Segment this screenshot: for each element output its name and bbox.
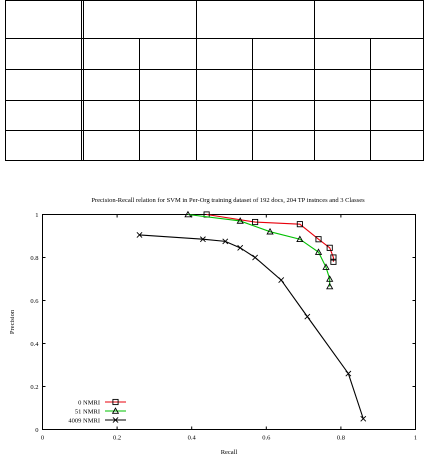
- x-marker: [222, 238, 229, 245]
- x-marker: [304, 313, 311, 320]
- x-tick-label: 1: [414, 435, 417, 442]
- results-table: [5, 0, 424, 161]
- y-axis-title: Precision: [9, 309, 16, 334]
- square-marker: [326, 244, 333, 251]
- triangle-marker: [296, 235, 304, 242]
- x-marker: [136, 232, 143, 238]
- square-marker: [252, 218, 259, 226]
- triangle-marker: [236, 217, 244, 224]
- legend-label: 51 NMRI: [75, 409, 100, 416]
- series-2: [136, 232, 367, 422]
- plot-frame: [42, 214, 416, 430]
- y-tick-label: 1: [35, 212, 38, 219]
- legend: 0 NMRI 51 NMRI 4009 NMRI: [68, 398, 126, 425]
- y-tick-label: 0.8: [30, 255, 38, 262]
- legend-label: 0 NMRI: [78, 400, 100, 407]
- y-tick-label: 0.6: [30, 298, 39, 305]
- triangle-marker: [111, 407, 120, 414]
- series-line: [187, 213, 331, 287]
- x-tick-label: 0.6: [262, 435, 271, 442]
- x-marker: [278, 277, 285, 283]
- x-marker: [360, 415, 367, 422]
- x-axis-title: Recall: [221, 449, 238, 456]
- x-marker: [112, 417, 119, 423]
- triangle-marker: [326, 275, 334, 282]
- y-tick-label: 0: [35, 427, 38, 434]
- x-tick-label: 0: [41, 435, 44, 442]
- chart-title: Precision-Recall relation for SVM in Per…: [91, 197, 365, 204]
- triangle-marker: [266, 227, 274, 235]
- square-marker: [330, 254, 337, 261]
- series-line: [139, 234, 364, 419]
- triangle-marker: [326, 282, 334, 290]
- y-tick-label: 0.2: [30, 384, 38, 391]
- x-marker: [199, 236, 206, 243]
- series-line: [206, 213, 334, 262]
- x-tick-label: 0.8: [337, 435, 345, 442]
- square-marker: [315, 236, 322, 243]
- axis-ticks: 0 0.2 0.4 0.6 0.8 1 0 0.2 0.4 0.6 0.8 1: [30, 212, 417, 442]
- series-layer: [136, 210, 367, 422]
- legend-label: 4009 NMRI: [68, 418, 100, 425]
- square-marker: [330, 258, 337, 265]
- x-marker: [237, 244, 244, 251]
- precision-recall-chart: Precision-Recall relation for SVM in Per…: [9, 197, 417, 456]
- series-1: [184, 210, 334, 290]
- x-marker: [345, 370, 352, 377]
- square-marker: [296, 221, 303, 228]
- x-marker: [252, 254, 259, 261]
- triangle-marker: [184, 210, 192, 218]
- triangle-marker: [322, 263, 330, 270]
- series-0: [203, 211, 337, 265]
- square-marker: [112, 398, 119, 406]
- x-tick-label: 0.2: [113, 435, 121, 442]
- y-tick-label: 0.4: [30, 341, 39, 348]
- triangle-marker: [314, 248, 323, 255]
- x-tick-label: 0.4: [188, 435, 197, 442]
